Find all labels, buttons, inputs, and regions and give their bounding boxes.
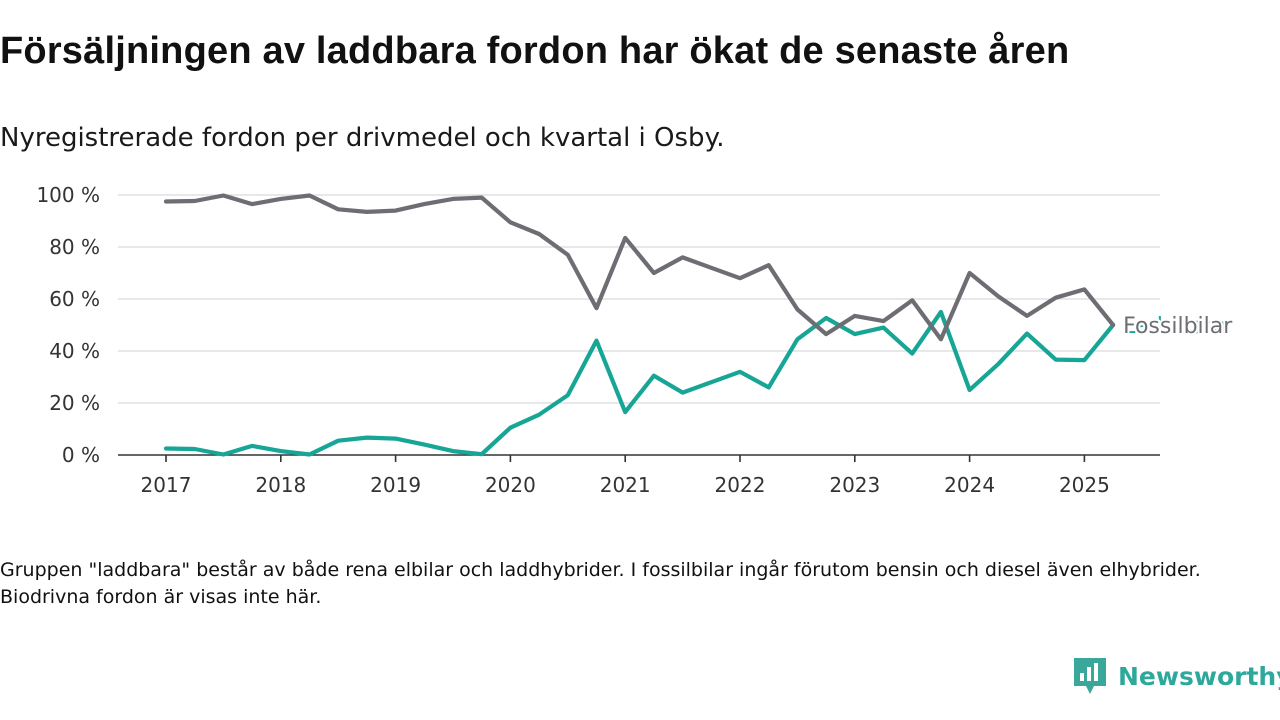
y-tick-label: 20 %: [49, 391, 100, 415]
series-label-laddbara: Laddbara: [1123, 314, 1227, 339]
x-tick-label: 2024: [944, 473, 995, 497]
series-line-laddbara: [163, 309, 1116, 457]
footnote: Gruppen "laddbara" består av både rena e…: [0, 559, 1201, 608]
series-line-fossilbilar: [163, 193, 1116, 342]
brand-logo[interactable]: Newsworthy: [1072, 656, 1280, 696]
line-chart: 0 % 20 % 40 % 60 % 80 % 100 % 2017 2018 2019 202…: [36, 183, 1235, 497]
newsworthy-logo-icon: [1074, 658, 1106, 694]
series-lines: [163, 193, 1116, 457]
y-axis-ticks: 0 % 20 % 40 % 60 % 80 % 100 %: [36, 183, 100, 467]
y-tick-label: 80 %: [49, 235, 100, 259]
y-tick-label: 40 %: [49, 339, 100, 363]
x-tick-label: 2020: [485, 473, 536, 497]
chart-subtitle: Nyregistrerade fordon per drivmedel och …: [0, 123, 725, 153]
y-tick-label: 60 %: [49, 287, 100, 311]
y-tick-label: 0 %: [62, 443, 100, 467]
x-tick-label: 2021: [600, 473, 651, 497]
x-tick-label: 2018: [255, 473, 306, 497]
series-label-fossilbilar: Fossilbilar: [1123, 314, 1233, 339]
gridlines: [118, 194, 1160, 404]
x-tick-label: 2017: [141, 473, 192, 497]
x-tick-label: 2019: [370, 473, 421, 497]
x-axis: 2017 2018 2019 2020 2021 2022 2023 2024 2025: [118, 454, 1160, 497]
brand-name: Newsworthy: [1118, 661, 1280, 691]
chart-title: Försäljningen av laddbara fordon har öka…: [0, 30, 1070, 72]
x-tick-label: 2025: [1059, 473, 1110, 497]
x-tick-label: 2022: [715, 473, 766, 497]
x-tick-label: 2023: [829, 473, 880, 497]
y-tick-label: 100 %: [36, 183, 100, 207]
